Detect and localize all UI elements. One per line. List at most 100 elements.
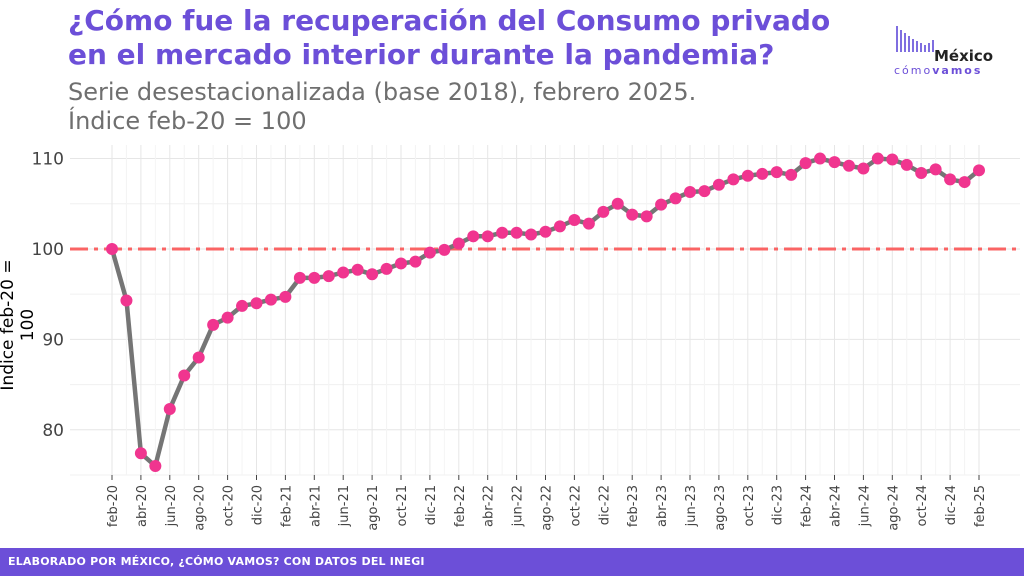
y-tick-label: 110 — [32, 150, 64, 170]
data-point — [582, 217, 595, 230]
y-tick-label: 90 — [42, 330, 64, 350]
data-point — [568, 214, 581, 227]
data-point — [250, 297, 263, 310]
x-tick-label: oct-22 — [568, 485, 583, 526]
data-point — [770, 166, 783, 179]
data-point — [337, 266, 350, 279]
x-tick-label: feb-20 — [106, 485, 121, 527]
x-axis: feb-20 abr-20 jun-20 ago-20 oct-20 dic-20 feb-… — [106, 475, 988, 531]
data-point — [799, 157, 812, 170]
data-point — [322, 270, 335, 283]
data-point — [308, 271, 321, 284]
data-point — [640, 210, 653, 223]
data-point — [149, 459, 162, 472]
x-tick-label: jun-23 — [684, 485, 699, 527]
mexico-como-vamos-logo — [896, 26, 934, 52]
data-point — [684, 186, 696, 199]
x-tick-label: jun-20 — [164, 485, 179, 527]
data-point — [785, 168, 798, 181]
x-tick-label: ago-22 — [540, 485, 555, 531]
logo-subtext-light: cómo — [894, 64, 933, 77]
footer-credit: ELABORADO POR MÉXICO, ¿CÓMO VAMOS? CON D… — [8, 555, 425, 568]
data-point — [727, 173, 740, 186]
data-point — [192, 351, 205, 364]
data-point — [395, 257, 407, 270]
y-tick-label: 100 — [32, 240, 64, 260]
data-point — [712, 178, 725, 191]
x-tick-label: ago-23 — [713, 485, 728, 531]
data-point — [611, 197, 624, 210]
line-chart: 80 90 100 110 feb-20 abr-20 jun-20 ago-20 oct-2… — [32, 145, 1020, 531]
data-point — [828, 156, 841, 169]
logo-bars-icon — [896, 26, 934, 52]
data-point — [163, 403, 176, 415]
x-tick-label: oct-21 — [395, 485, 410, 526]
x-tick-label: jun-22 — [511, 485, 526, 527]
data-point — [264, 293, 277, 306]
data-point — [366, 268, 379, 281]
subtitle-line-1: Serie desestacionalizada (base 2018), fe… — [68, 78, 697, 106]
x-tick-label: abr-23 — [655, 485, 670, 527]
logo-subtext: cómovamos — [894, 64, 982, 77]
x-tick-label: abr-20 — [135, 485, 150, 527]
x-tick-label: ago-21 — [366, 485, 381, 531]
x-tick-label: feb-24 — [800, 485, 815, 527]
footer-bar: ELABORADO POR MÉXICO, ¿CÓMO VAMOS? CON D… — [0, 548, 1024, 576]
data-point — [293, 271, 306, 284]
x-tick-label: feb-25 — [973, 485, 988, 527]
logo-wordmark: México — [934, 47, 994, 65]
x-tick-label: feb-23 — [626, 485, 641, 527]
x-tick-label: jun-24 — [857, 485, 872, 527]
data-point — [438, 243, 451, 256]
data-point — [597, 205, 610, 218]
data-point — [423, 246, 436, 259]
data-point — [351, 263, 364, 276]
chart-title: ¿Cómo fue la recuperación del Consumo pr… — [68, 4, 831, 71]
x-tick-label: ago-24 — [886, 485, 901, 531]
data-point — [539, 225, 552, 238]
data-point — [814, 152, 827, 165]
chart-subtitle: Serie desestacionalizada (base 2018), fe… — [68, 78, 696, 136]
data-point — [207, 318, 220, 331]
data-point — [626, 208, 639, 221]
data-point — [871, 152, 884, 165]
data-point — [553, 220, 566, 233]
data-point — [120, 294, 133, 307]
series-group — [106, 152, 985, 472]
logo-subtext-bold: vamos — [932, 64, 983, 77]
x-tick-label: abr-21 — [308, 485, 323, 527]
x-tick-label: jun-21 — [337, 485, 352, 527]
data-point — [973, 164, 985, 177]
data-point — [698, 185, 711, 198]
x-tick-label: ago-20 — [193, 485, 208, 531]
data-point — [655, 198, 668, 211]
data-point — [481, 230, 494, 243]
data-point — [510, 226, 523, 239]
data-point — [236, 299, 249, 312]
x-tick-label: feb-21 — [279, 485, 294, 527]
x-tick-label: oct-24 — [915, 485, 930, 526]
data-point — [741, 169, 754, 182]
data-point — [106, 242, 118, 255]
grid-lines — [70, 145, 1020, 476]
y-tick-label: 80 — [42, 421, 64, 441]
x-tick-label: oct-20 — [222, 485, 237, 526]
x-tick-label: abr-24 — [829, 485, 844, 527]
data-point — [756, 167, 769, 180]
data-point — [842, 159, 855, 172]
x-tick-label: dic-20 — [251, 485, 266, 525]
data-point — [929, 163, 942, 176]
data-point — [915, 167, 928, 180]
data-point — [452, 237, 465, 250]
x-tick-label: abr-22 — [482, 485, 497, 527]
data-point — [221, 311, 234, 324]
x-tick-label: oct-23 — [742, 485, 757, 526]
data-point — [496, 226, 509, 239]
data-point — [467, 230, 480, 243]
data-point — [669, 192, 682, 205]
data-point — [380, 262, 393, 275]
data-point — [958, 176, 971, 189]
data-point — [525, 228, 538, 241]
data-point — [409, 255, 422, 268]
x-tick-label: dic-24 — [944, 485, 959, 525]
